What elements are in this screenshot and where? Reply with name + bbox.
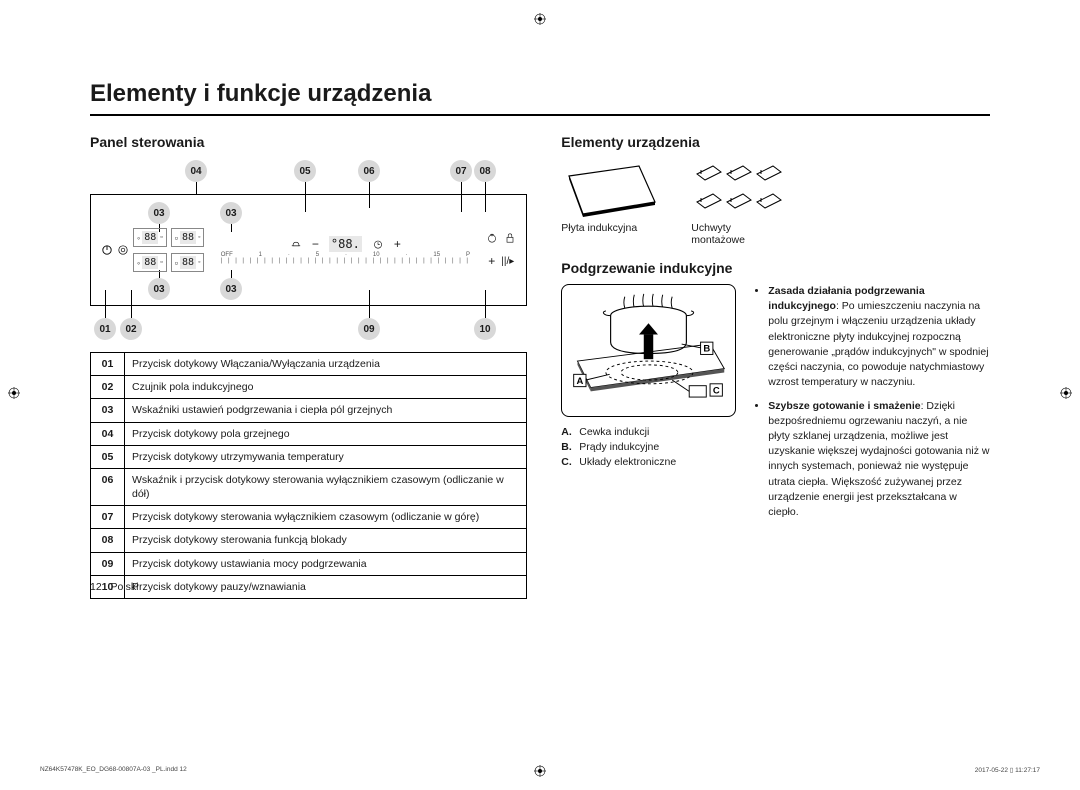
callout-08: 08 <box>474 160 496 182</box>
page-title: Elementy i funkcje urządzenia <box>90 80 990 108</box>
ref-10: Przycisk dotykowy pauzy/wznawiania <box>125 575 527 598</box>
component-brackets-label-2: montażowe <box>691 234 745 246</box>
ref-08: Przycisk dotykowy sterowania funkcją blo… <box>125 529 527 552</box>
reg-mark-left <box>8 386 20 404</box>
component-brackets: Uchwyty montażowe <box>691 160 801 246</box>
induction-heading: Podgrzewanie indukcyjne <box>561 260 990 276</box>
callout-02: 02 <box>120 318 142 340</box>
callout-09: 09 <box>358 318 380 340</box>
ref-04: Przycisk dotykowy pola grzejnego <box>125 422 527 445</box>
callout-05: 05 <box>294 160 316 182</box>
callout-06: 06 <box>358 160 380 182</box>
components-heading: Elementy urządzenia <box>561 134 990 150</box>
component-brackets-label-1: Uchwyty <box>691 222 731 234</box>
ref-06: Wskaźnik i przycisk dotykowy sterowania … <box>125 468 527 505</box>
ref-07: Przycisk dotykowy sterowania wyłącznikie… <box>125 506 527 529</box>
timer-down-icon <box>372 238 384 250</box>
timer-up-icon <box>486 232 498 244</box>
svg-text:A: A <box>577 376 584 387</box>
induction-diagram-block: A B C A.Cewka indukcji B.Prądy indukcyjn… <box>561 284 736 470</box>
ref-01: Przycisk dotykowy Włączania/Wyłączania u… <box>125 353 527 376</box>
right-column: Elementy urządzenia Płyta indukcyjna <box>561 134 990 599</box>
power-icon <box>101 244 113 256</box>
print-footer: NZ64K57478K_EO_DG68-00807A-03 _PL.indd 1… <box>40 766 1040 774</box>
abc-list: A.Cewka indukcji B.Prądy indukcyjne C.Uk… <box>561 425 736 471</box>
induction-description: Zasada działania podgrzewania indukcyjne… <box>754 284 990 528</box>
ref-09: Przycisk dotykowy ustawiania mocy podgrz… <box>125 552 527 575</box>
page-footer: 12 Polski <box>90 581 138 593</box>
component-hob-label: Płyta indukcyjna <box>561 222 637 234</box>
induction-diagram: A B C <box>568 291 729 405</box>
control-panel-box: ◦88▫ ◦88▫ ▫88◦ ▫88◦ − °88. + <box>90 194 527 306</box>
callout-10: 10 <box>474 318 496 340</box>
reference-table: 01Przycisk dotykowy Włączania/Wyłączania… <box>90 352 527 599</box>
ref-03: Wskaźniki ustawień podgrzewania i ciepła… <box>125 399 527 422</box>
title-rule <box>90 114 990 116</box>
sensor-icon <box>117 244 129 256</box>
svg-text:C: C <box>713 385 720 396</box>
callout-07: 07 <box>450 160 472 182</box>
control-panel-diagram: 04 05 06 07 08 03 03 03 03 <box>90 160 527 340</box>
component-hob: Płyta indukcyjna <box>561 160 661 234</box>
lock-icon <box>504 232 516 244</box>
ref-05: Przycisk dotykowy utrzymywania temperatu… <box>125 445 527 468</box>
panel-heading: Panel sterowania <box>90 134 527 150</box>
keep-warm-icon <box>290 238 302 250</box>
svg-text:B: B <box>704 344 711 355</box>
left-column: Panel sterowania 04 05 06 07 08 03 03 03… <box>90 134 527 599</box>
callout-01: 01 <box>94 318 116 340</box>
brackets-icon <box>691 160 801 218</box>
hob-icon <box>561 160 661 218</box>
reg-mark-right <box>1060 386 1072 404</box>
ref-02: Czujnik pola indukcyjnego <box>125 376 527 399</box>
callout-04: 04 <box>185 160 207 182</box>
reg-mark-top <box>534 12 546 30</box>
manual-page: Elementy i funkcje urządzenia Panel ster… <box>0 0 1080 629</box>
